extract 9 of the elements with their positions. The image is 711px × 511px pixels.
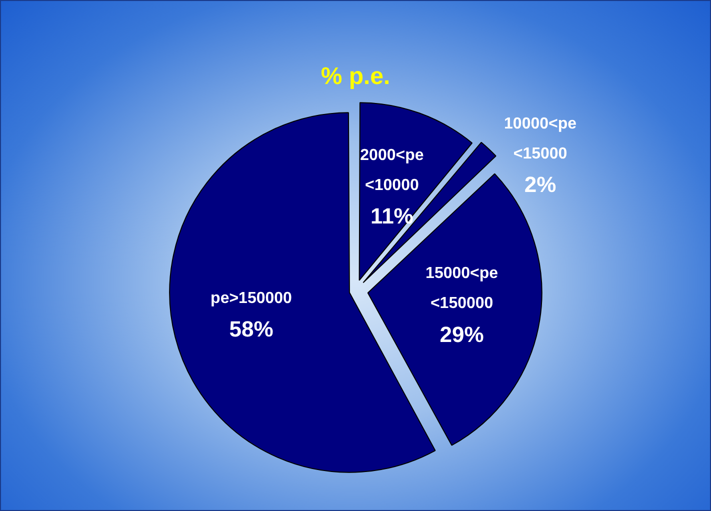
data-label: 29% bbox=[440, 322, 484, 347]
slice-label: 10000<pe <15000 bbox=[504, 115, 577, 162]
data-label: 2% bbox=[524, 172, 556, 198]
slice-label: 2000<pe <10000 bbox=[360, 147, 424, 194]
slice-label: 15000<pe <150000 bbox=[426, 265, 498, 312]
chart-title: % p.e. bbox=[320, 63, 390, 90]
data-label: 11% bbox=[370, 204, 414, 229]
data-label: 58% bbox=[229, 316, 274, 342]
slice-label: pe>150000 bbox=[210, 290, 292, 308]
